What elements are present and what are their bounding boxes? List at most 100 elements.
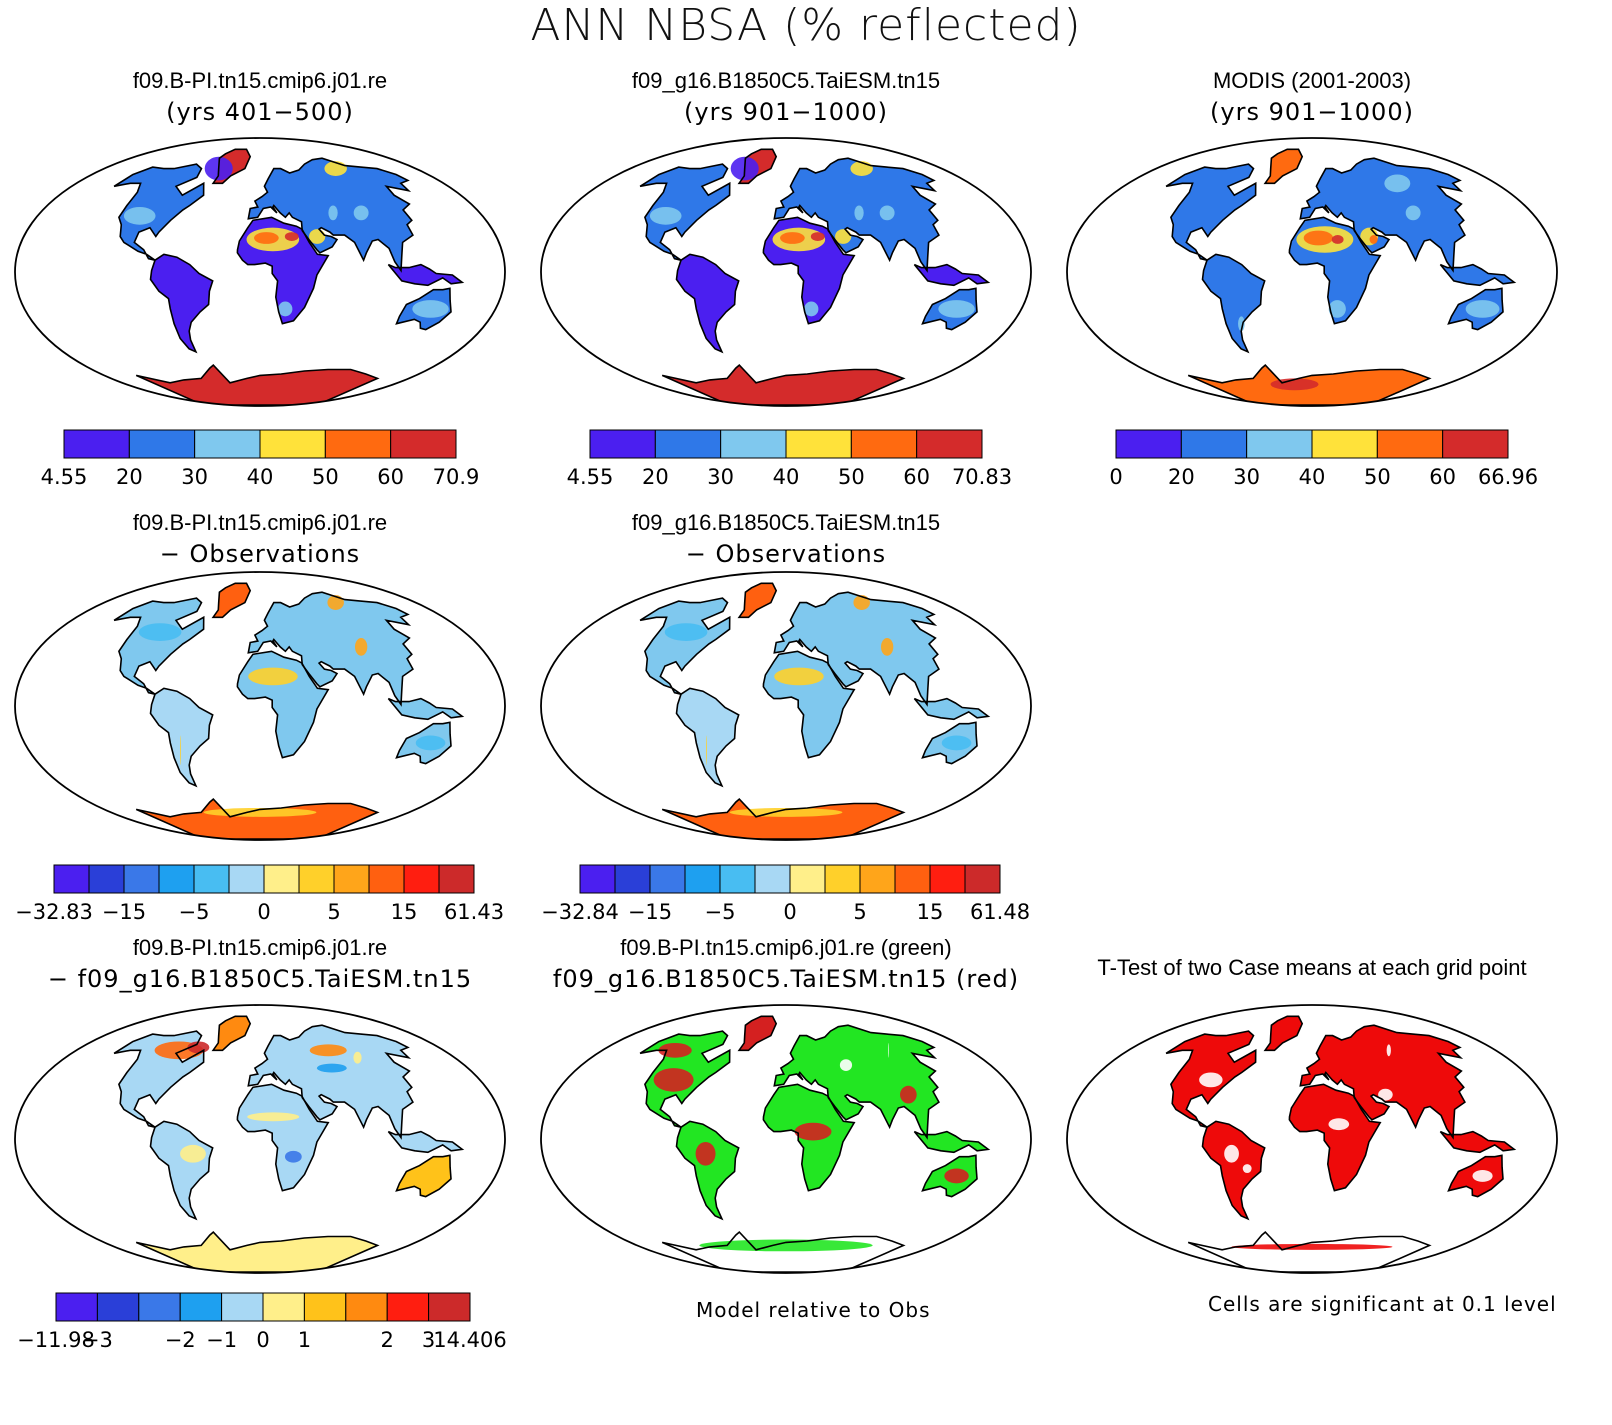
field-patch [1472, 1170, 1493, 1182]
panel-title: f09.B-PI.tn15.cmip6.j01.re (green) [620, 935, 952, 960]
colorbar-label: −32.83 [15, 900, 93, 924]
landmass-antarctica [662, 365, 904, 405]
landmass-eurasia [774, 592, 939, 705]
colorbar-label: 40 [1299, 465, 1326, 489]
colorbar-box [850, 429, 918, 459]
panel-subtitle: − Observations [159, 540, 361, 568]
world-map [14, 137, 506, 407]
field-patch [353, 1051, 362, 1064]
field-patch [653, 1068, 694, 1092]
field-patch [1238, 316, 1245, 332]
colorbar-box [916, 429, 983, 459]
field-patch [880, 638, 894, 656]
landmass-eurasia [1300, 1025, 1465, 1138]
landmass-samerica [676, 1121, 739, 1219]
colorbar-box [55, 1292, 98, 1322]
colorbar-box [179, 1292, 223, 1322]
colorbar-box [1180, 429, 1248, 459]
colorbar-label: −15 [102, 900, 146, 924]
landmass-eurasia [248, 592, 413, 705]
colorbar-box [438, 864, 475, 894]
figure-title: ANN NBSA (% reflected) [530, 0, 1082, 51]
field-patch [254, 232, 279, 244]
map-panel-8: T-Test of two Case means at each grid po… [1062, 955, 1562, 1425]
colorbar: −32.84 −15 −5 0 5 15 61.48 [541, 864, 1030, 924]
colorbar: 4.55 20 30 40 50 60 70.83 [567, 429, 1012, 489]
colorbar-label: −5 [705, 900, 736, 924]
colorbar-label: 0 [257, 900, 270, 924]
field-patch [699, 1239, 873, 1252]
map-panel-4: f09.B-PI.tn15.cmip6.j01.re − Observations… [10, 510, 510, 980]
colorbar-label: 66.96 [1478, 465, 1538, 489]
field-patch [138, 623, 182, 641]
world-map [540, 1004, 1032, 1274]
field-patch [1224, 1144, 1239, 1163]
landmass-indonesia [914, 264, 989, 286]
panel-subtitle: − Observations [685, 540, 887, 568]
colorbar-label: 61.43 [444, 900, 504, 924]
colorbar-box [228, 864, 265, 894]
colorbar-box [88, 864, 125, 894]
colorbar-label: 61.48 [970, 900, 1030, 924]
map-border [14, 571, 506, 841]
map-panel-3: MODIS (2001-2003) (yrs 901−1000) 0 20 30 40 50… [1062, 68, 1562, 538]
panel-subtitle: (yrs 901−1000) [684, 98, 888, 126]
colorbar-box [263, 864, 300, 894]
colorbar-box [138, 1292, 181, 1322]
field-patch [414, 1167, 447, 1185]
landmass-eurasia [248, 1025, 413, 1138]
field-patch [354, 638, 368, 656]
field-patch [706, 735, 707, 766]
colorbar-label: 5 [853, 900, 866, 924]
colorbar-label: 30 [181, 465, 208, 489]
colorbar-box [386, 1292, 430, 1322]
colorbar-box [298, 864, 335, 894]
map-panel-7: f09.B-PI.tn15.cmip6.j01.re (green) f09_g1… [536, 935, 1036, 1405]
field-patch [1270, 378, 1319, 391]
field-patch [328, 205, 338, 221]
colorbar-box [1246, 429, 1313, 459]
field-patch [900, 1085, 917, 1104]
colorbar-label: 4.55 [41, 465, 88, 489]
landmass-indonesia [914, 698, 989, 720]
colorbar-label: −3 [82, 1328, 113, 1352]
landmass-samerica [1202, 1121, 1265, 1219]
field-patch [353, 205, 369, 221]
colorbar-box [1115, 429, 1182, 459]
landmass-greenland [213, 583, 251, 618]
colorbar-box [368, 864, 405, 894]
field-patch [1405, 205, 1421, 221]
field-patch [729, 807, 843, 817]
field-patch [180, 1144, 206, 1163]
colorbar-box [262, 1292, 305, 1322]
panel-title: f09.B-PI.tn15.cmip6.j01.re [132, 935, 388, 960]
field-patch [794, 1122, 832, 1141]
colorbar-label: 3 [422, 1328, 435, 1352]
colorbar-label: 0 [256, 1328, 269, 1352]
field-patch [887, 1042, 889, 1058]
field-patch [1386, 1044, 1391, 1057]
field-patch [316, 1063, 347, 1073]
colorbar-box [649, 864, 686, 894]
colorbar-box [579, 864, 616, 894]
colorbar-label: 30 [1233, 465, 1260, 489]
landmass-indonesia [914, 1131, 989, 1153]
colorbar-box [824, 864, 861, 894]
colorbar-label: 2 [381, 1328, 394, 1352]
colorbar-box [614, 864, 651, 894]
colorbar-label: 4.55 [567, 465, 614, 489]
colorbar-label: 60 [377, 465, 404, 489]
map-panel-6: f09.B-PI.tn15.cmip6.j01.re − f09_g16.B185… [10, 935, 510, 1405]
field-patch [774, 667, 824, 686]
landmass-greenland [739, 1016, 777, 1051]
landmass-eurasia [1300, 158, 1465, 271]
map-panel-5: f09_g16.B1850C5.TaiESM.tn15 − Observation… [536, 510, 1036, 980]
colorbar-box [194, 429, 261, 459]
colorbar-box [789, 864, 826, 894]
map-border [14, 1004, 506, 1274]
colorbar-box [345, 1292, 388, 1322]
colorbar-box [929, 864, 966, 894]
colorbar-box [390, 429, 457, 459]
field-patch [854, 205, 864, 221]
field-patch [1303, 230, 1334, 246]
